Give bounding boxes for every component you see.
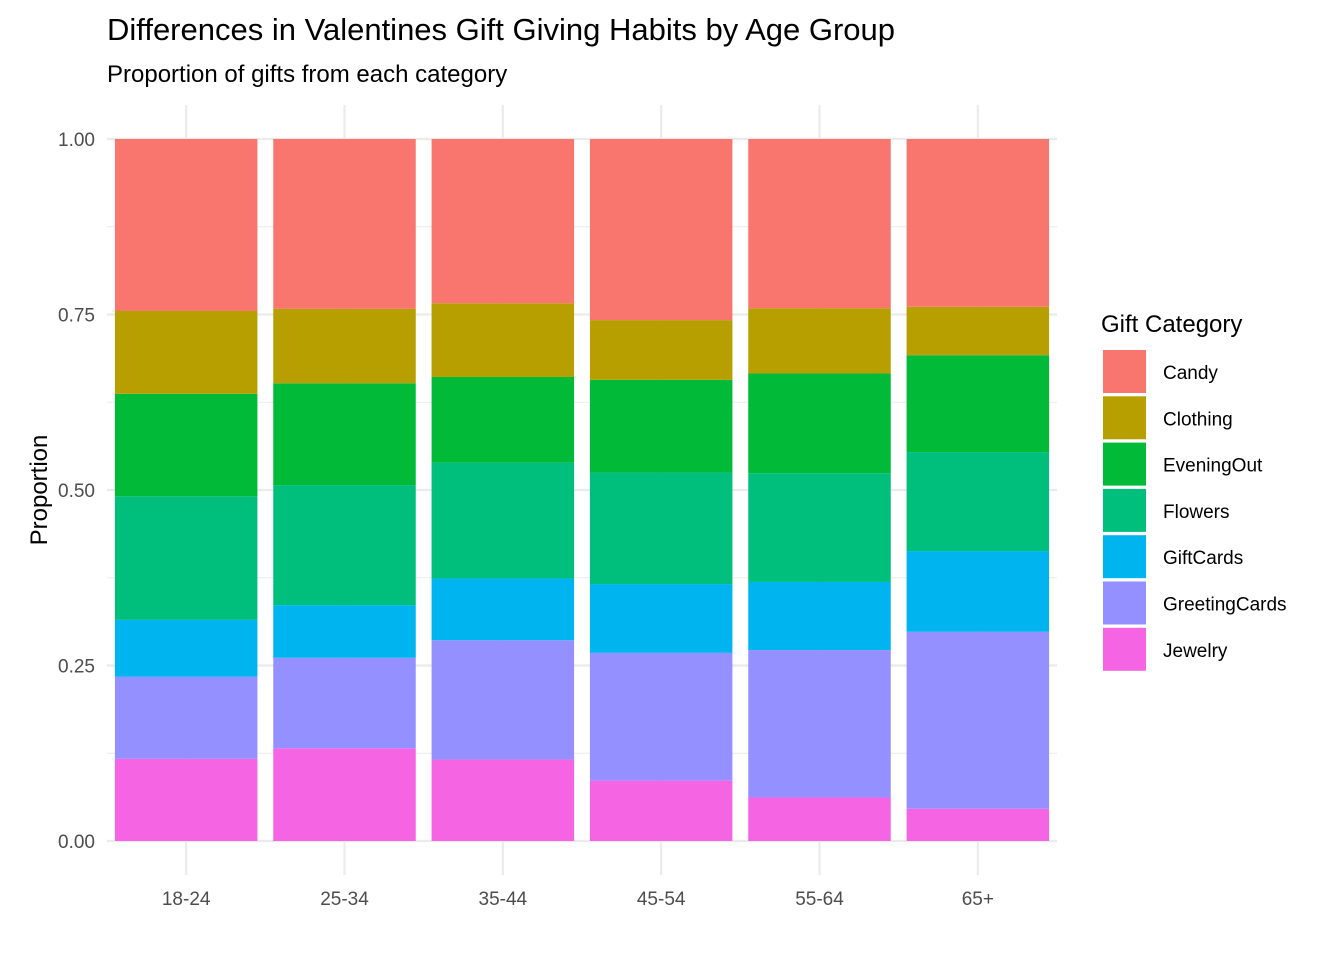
bar-segment-flowers-35-44: [431, 462, 575, 579]
bar-segment-eveningout-35-44: [431, 376, 575, 463]
bar-segment-jewelry-35-44: [431, 759, 575, 841]
bar-segment-greetingcards-45-54: [589, 652, 733, 781]
bar-segment-jewelry-65plus: [906, 808, 1050, 841]
bar-segment-candy-18-24: [114, 139, 258, 311]
bars: [114, 139, 1050, 841]
bar-segment-clothing-18-24: [114, 310, 258, 394]
x-tick-label: 35-44: [479, 889, 528, 910]
bar-segment-flowers-55-64: [748, 473, 891, 582]
bar-segment-clothing-35-44: [431, 303, 575, 377]
y-axis-ticks: 0.00 0.25 0.50 0.75 1.00: [58, 130, 95, 853]
legend-label-jewelry: Jewelry: [1163, 641, 1228, 662]
x-tick-label: 55-64: [795, 889, 844, 910]
legend-label-greetingcards: GreetingCards: [1163, 595, 1287, 616]
bar-segment-giftcards-65plus: [906, 551, 1050, 632]
bar-segment-clothing-55-64: [748, 308, 891, 374]
legend-title: Gift Category: [1101, 311, 1242, 338]
bar-segment-flowers-25-34: [273, 485, 416, 606]
y-tick-label: 1.00: [58, 130, 95, 151]
y-axis-title: Proportion: [26, 435, 53, 546]
legend-key-eveningout: [1103, 442, 1146, 486]
bar-segment-giftcards-55-64: [748, 581, 891, 651]
bar-segment-greetingcards-55-64: [748, 650, 891, 798]
y-tick-label: 0.50: [58, 481, 95, 502]
bar-segment-greetingcards-18-24: [114, 676, 258, 759]
legend-label-flowers: Flowers: [1163, 502, 1230, 523]
y-tick-label: 0.25: [58, 657, 95, 678]
bar-segment-candy-35-44: [431, 139, 575, 304]
bar-segment-candy-65plus: [906, 139, 1050, 307]
y-tick-label: 0.75: [58, 306, 95, 327]
chart-subtitle: Proportion of gifts from each category: [107, 61, 507, 88]
bar-segment-flowers-45-54: [589, 472, 733, 585]
bar-segment-eveningout-45-54: [589, 379, 733, 473]
bar-segment-clothing-65plus: [906, 306, 1050, 356]
legend-key-clothing: [1103, 396, 1146, 440]
bar-segment-clothing-25-34: [273, 308, 416, 384]
bar-segment-jewelry-25-34: [273, 748, 416, 841]
bar-segment-jewelry-45-54: [589, 780, 733, 841]
bar-segment-eveningout-25-34: [273, 383, 416, 486]
bar-segment-jewelry-55-64: [748, 797, 891, 841]
chart-title: Differences in Valentines Gift Giving Ha…: [107, 12, 895, 47]
x-tick-label: 45-54: [637, 889, 686, 910]
bar-segment-candy-25-34: [273, 139, 416, 309]
bar-segment-greetingcards-65plus: [906, 631, 1050, 809]
legend-key-candy: [1103, 350, 1146, 393]
y-tick-label: 0.00: [58, 832, 95, 853]
legend-key-flowers: [1103, 488, 1146, 532]
legend-label-candy: Candy: [1163, 363, 1218, 384]
bar-segment-giftcards-35-44: [431, 578, 575, 641]
bar-segment-flowers-18-24: [114, 496, 258, 620]
x-axis-ticks: 18-24 25-34 35-44 45-54 55-64 65+: [162, 889, 994, 910]
legend-label-eveningout: EveningOut: [1163, 456, 1263, 477]
bar-segment-jewelry-18-24: [114, 758, 258, 841]
bar-segment-eveningout-65plus: [906, 355, 1050, 453]
x-tick-label: 65+: [962, 889, 994, 910]
legend-key-giftcards: [1103, 535, 1146, 579]
legend-key-jewelry: [1103, 627, 1146, 671]
legend: Candy Clothing EveningOut Flowers GiftCards G…: [1103, 350, 1287, 671]
bar-segment-eveningout-55-64: [748, 373, 891, 474]
x-tick-label: 18-24: [162, 889, 211, 910]
legend-key-greetingcards: [1103, 581, 1146, 625]
legend-label-giftcards: GiftCards: [1163, 548, 1243, 569]
bar-segment-clothing-45-54: [589, 320, 733, 380]
bar-segment-greetingcards-25-34: [273, 657, 416, 749]
bar-segment-candy-45-54: [589, 139, 733, 321]
bar-segment-giftcards-25-34: [273, 605, 416, 658]
bar-segment-giftcards-18-24: [114, 619, 258, 677]
bar-segment-candy-55-64: [748, 139, 891, 309]
x-tick-label: 25-34: [320, 889, 369, 910]
legend-label-clothing: Clothing: [1163, 409, 1233, 430]
bar-segment-eveningout-18-24: [114, 393, 258, 497]
bar-segment-greetingcards-35-44: [431, 640, 575, 760]
bar-segment-flowers-65plus: [906, 452, 1050, 552]
bar-segment-giftcards-45-54: [589, 584, 733, 653]
